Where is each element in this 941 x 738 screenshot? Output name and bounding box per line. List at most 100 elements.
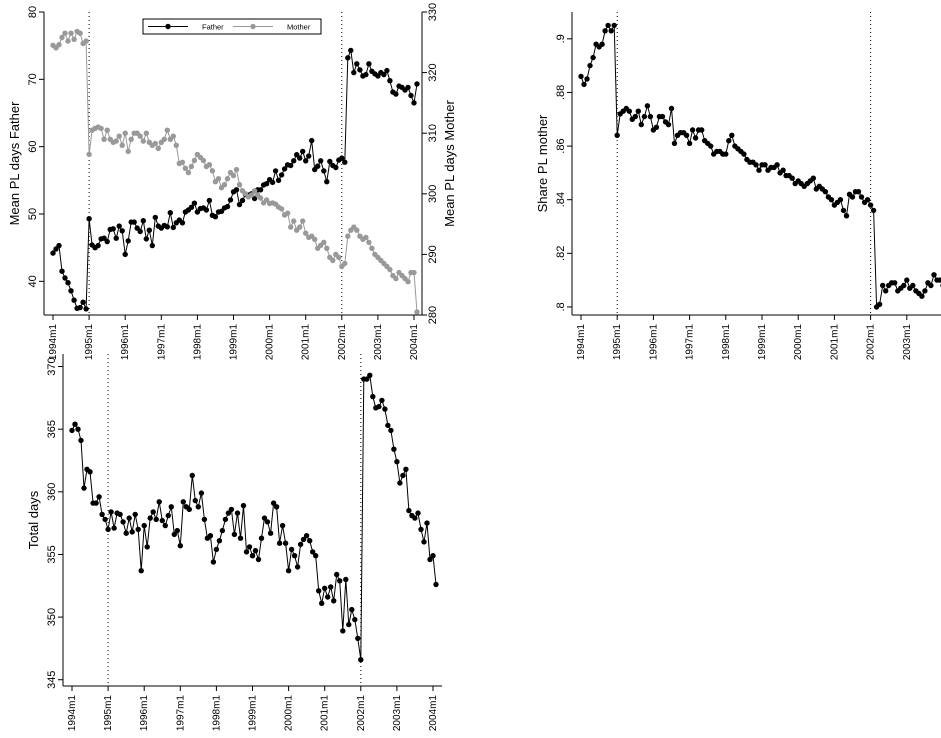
y-tick-label: .84 — [555, 192, 567, 207]
data-point-mother — [224, 176, 231, 182]
data-point-value — [626, 108, 632, 114]
data-point-value — [189, 472, 195, 479]
data-point-father — [309, 137, 315, 144]
data-point-value — [294, 564, 301, 570]
data-point-value — [252, 548, 259, 554]
y-tick-label: 345 — [46, 671, 58, 689]
x-tick-label: 1995m1 — [612, 324, 623, 361]
data-point-value — [774, 162, 780, 168]
data-point-value — [279, 522, 286, 529]
data-point-father — [257, 187, 264, 193]
data-point-value — [647, 113, 654, 120]
data-point-father — [86, 216, 92, 222]
data-point-value — [699, 127, 705, 133]
data-point-value — [162, 522, 168, 529]
data-point-value — [433, 581, 439, 588]
y-tick-label: 365 — [46, 420, 58, 438]
data-point-mother — [185, 169, 192, 176]
data-point-value — [102, 516, 108, 523]
data-point-value — [843, 213, 850, 219]
data-point-value — [391, 446, 397, 452]
data-point-father — [278, 172, 285, 178]
data-point-value — [822, 189, 829, 195]
data-point-mother — [206, 162, 213, 168]
legend-label-mother: Mother — [287, 23, 311, 32]
data-point-value — [855, 189, 862, 195]
data-point-value — [69, 427, 75, 434]
data-point-mother — [101, 136, 107, 142]
data-point-value — [147, 515, 153, 521]
data-point-value — [659, 113, 666, 120]
data-point-value — [741, 151, 747, 157]
x-tick-label: 2004m1 — [409, 324, 420, 361]
data-point-value — [225, 510, 232, 516]
data-point-value — [671, 140, 678, 147]
data-point-value — [880, 282, 886, 289]
data-point-value — [605, 22, 611, 29]
data-point-value — [638, 121, 644, 128]
data-point-value — [931, 272, 937, 278]
data-point-father — [269, 179, 276, 186]
data-point-father — [327, 158, 333, 165]
data-point-value — [132, 511, 138, 518]
panel-father-mother: 40 50 60 70 80 280 290 300 310 320 330 1994m1 1995m1… — [7, 3, 457, 360]
y-right-tick-label: 310 — [427, 124, 439, 142]
data-point-value — [81, 485, 87, 491]
data-point-value — [376, 403, 382, 410]
data-point-father — [411, 100, 417, 106]
data-point-mother — [366, 239, 372, 245]
data-point-value — [611, 22, 617, 29]
data-point-value — [683, 132, 690, 138]
data-point-father — [318, 158, 324, 164]
data-point-value — [126, 515, 132, 521]
data-point-father — [65, 280, 71, 286]
data-point-value — [692, 135, 699, 141]
data-point-value — [210, 559, 217, 565]
data-point-value — [207, 533, 214, 539]
data-point-value — [111, 525, 117, 531]
data-point-value — [928, 282, 934, 289]
data-point-mother — [236, 182, 243, 188]
data-point-father — [104, 238, 110, 245]
data-point-father — [408, 92, 414, 99]
data-point-father — [239, 197, 246, 204]
data-point-mother — [215, 176, 222, 182]
data-point-value — [904, 277, 910, 283]
x-tick-label: 2000m1 — [284, 695, 295, 732]
data-point-value — [406, 507, 412, 514]
panel-total-days: 345 350 355 360 365 370 1994m1 1995m1 1996m1 1997… — [26, 354, 442, 731]
data-point-father — [179, 220, 186, 226]
data-point-value — [632, 113, 638, 120]
data-point-mother — [387, 266, 393, 273]
data-point-mother — [414, 309, 420, 315]
data-point-value — [587, 62, 593, 69]
data-point-mother — [248, 192, 255, 198]
data-point-value — [635, 108, 641, 114]
data-point-value — [165, 512, 171, 519]
data-point-value — [310, 549, 316, 555]
data-point-mother — [59, 34, 65, 41]
data-point-mother — [288, 224, 294, 230]
data-point-value — [337, 578, 343, 584]
y-tick-label: .86 — [555, 138, 567, 153]
y-tick-label: .82 — [555, 246, 567, 261]
data-point-value — [789, 175, 795, 181]
data-point-value — [870, 207, 877, 214]
data-point-value — [192, 497, 198, 504]
data-point-value — [867, 202, 874, 208]
data-point-mother — [170, 133, 176, 139]
data-point-value — [858, 194, 865, 200]
data-point-father — [366, 61, 372, 67]
data-point-value — [288, 546, 295, 553]
data-point-value — [78, 437, 84, 444]
x-tick-label: 2003m1 — [902, 324, 913, 361]
data-point-value — [228, 506, 235, 513]
data-point-value — [355, 635, 361, 642]
data-point-father — [110, 226, 116, 232]
data-point-father — [188, 204, 195, 210]
data-point-value — [919, 293, 925, 299]
data-point-mother — [354, 227, 360, 233]
data-point-value — [249, 553, 256, 559]
data-point-father — [146, 227, 152, 233]
